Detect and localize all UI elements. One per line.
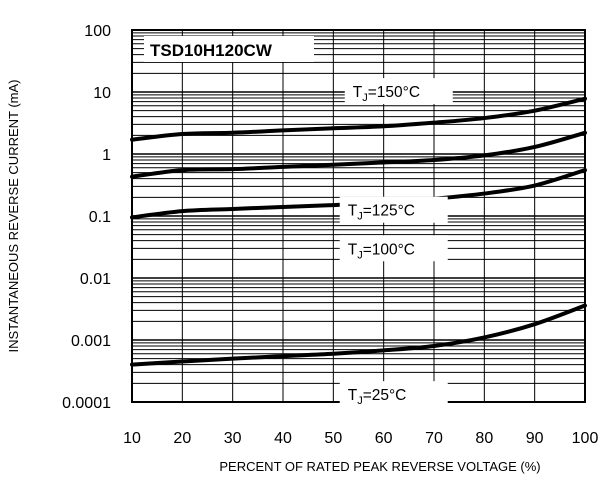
y-tick-label: 10 xyxy=(93,85,111,102)
x-tick-label: 70 xyxy=(425,430,443,447)
x-tick-label: 50 xyxy=(324,430,342,447)
series-label: TJ=125°C xyxy=(348,203,415,223)
x-tick-label: 90 xyxy=(526,430,544,447)
x-tick-label: 20 xyxy=(173,430,191,447)
y-tick-labels: 0.0001 0.001 0.01 0.1 1 10 100 xyxy=(62,23,111,412)
x-tick-label: 100 xyxy=(572,430,599,447)
y-tick-label: 1 xyxy=(102,147,111,164)
y-tick-label: 0.01 xyxy=(80,271,111,288)
x-tick-label: 60 xyxy=(375,430,393,447)
series-labels: TJ=150°C TJ=125°C TJ=100°C TJ=25°C xyxy=(339,78,453,408)
series-label-box xyxy=(339,235,448,262)
x-tick-label: 10 xyxy=(123,430,141,447)
series-curves xyxy=(130,96,587,367)
series-label: TJ=25°C xyxy=(348,387,407,407)
series-line xyxy=(130,96,587,142)
y-tick-label: 0.001 xyxy=(71,333,111,350)
series-line xyxy=(130,130,587,179)
series-label: TJ=150°C xyxy=(353,84,420,104)
y-tick-label: 0.0001 xyxy=(62,395,111,412)
chart-title-box: TSD10H120CW xyxy=(144,36,314,62)
series-label: TJ=100°C xyxy=(348,241,415,261)
y-tick-label: 100 xyxy=(84,23,111,40)
x-tick-labels: 10 20 30 40 50 60 70 80 90 100 xyxy=(123,430,598,447)
chart-title: TSD10H120CW xyxy=(150,41,273,60)
x-tick-label: 30 xyxy=(224,430,242,447)
series-label-box xyxy=(339,196,448,223)
series-line xyxy=(130,303,587,367)
series-label-box xyxy=(339,381,448,408)
y-axis-label: INSTANTANEOUS REVERSE CURRENT (mA) xyxy=(6,79,21,352)
x-tick-label: 40 xyxy=(274,430,292,447)
y-tick-label: 0.1 xyxy=(89,209,111,226)
x-tick-label: 80 xyxy=(475,430,493,447)
x-axis-label: PERCENT OF RATED PEAK REVERSE VOLTAGE (%… xyxy=(219,459,540,474)
series-label-box xyxy=(344,78,453,105)
